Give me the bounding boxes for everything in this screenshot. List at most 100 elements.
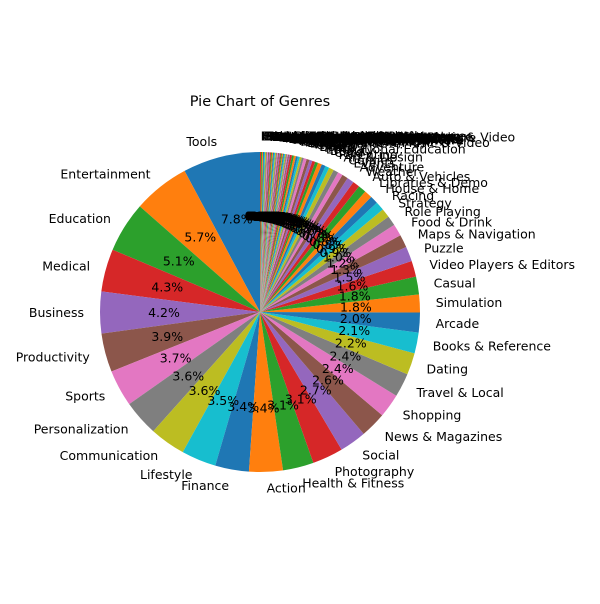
pie-category-label: Books & Reference	[433, 339, 552, 354]
pie-slice-travel-local	[260, 312, 408, 396]
pie-category-label: Entertainment	[60, 167, 150, 182]
pie-category-label: Role Playing;Action & Adventure	[264, 129, 466, 144]
pie-percent-label: 3.4%	[248, 400, 280, 415]
pie-percent-label: 5.1%	[163, 254, 195, 269]
pie-category-label: Comics	[348, 152, 393, 167]
pie-slice-casual	[260, 276, 420, 312]
pie-slice-simulation-action-adventure	[260, 153, 283, 312]
pie-category-label: Travel & Local	[416, 385, 504, 400]
pie-category-label: Sports	[65, 389, 105, 404]
pie-category-label: Board;Brain Games	[288, 131, 409, 146]
pie-category-label: Productivity	[16, 349, 91, 364]
pie-category-label: Food & Drink	[411, 214, 493, 229]
pie-category-label: Puzzle;Brain Games	[299, 133, 423, 148]
pie-category-label: Casual;Education	[263, 129, 371, 144]
pie-slice-casual-music-video	[260, 152, 273, 312]
pie-category-label: Parenting	[339, 147, 398, 162]
pie-category-label: Lifestyle	[140, 467, 193, 482]
pie-category-label: Shopping	[403, 408, 462, 423]
pie-percent-label: 0.1%	[247, 209, 279, 224]
pie-percent-label: 0.1%	[244, 209, 276, 224]
pie-percent-label: 0.8%	[305, 231, 337, 246]
pie-category-label: Finance	[181, 478, 229, 493]
pie-category-label: Racing;Action & Adventure	[285, 130, 453, 145]
pie-percent-label: 0.1%	[249, 209, 281, 224]
pie-category-label: Arcade;Pretend Play	[268, 129, 395, 144]
pie-category-label: Communication	[60, 448, 159, 463]
pie-slice-education-education	[260, 156, 298, 312]
pie-category-label: Beauty	[330, 143, 375, 158]
pie-percent-label: 0.1%	[261, 210, 293, 225]
pie-slice-events	[260, 174, 348, 312]
pie-category-label: Action	[267, 480, 306, 495]
pie-slice-board	[260, 160, 316, 312]
pie-slice-entertainment-music-video	[260, 157, 304, 312]
pie-percent-label: 2.2%	[335, 336, 367, 351]
pie-slice-board-brain-games	[260, 153, 287, 312]
pie-percent-label: 0.5%	[290, 220, 322, 235]
pie-percent-label: 4.3%	[151, 279, 183, 294]
pie-category-label: Casino	[316, 138, 358, 153]
pie-percent-label: 2.4%	[322, 361, 354, 376]
pie-percent-label: 0.4%	[285, 217, 317, 232]
pie-slice-medical	[101, 249, 260, 312]
pie-percent-label: 0.2%	[270, 212, 302, 227]
pie-percent-label: 1.5%	[334, 270, 366, 285]
pie-percent-label: 0.7%	[298, 225, 330, 240]
pie-percent-label: 0.1%	[258, 210, 290, 225]
pie-percent-label: 0.1%	[246, 209, 278, 224]
pie-category-label: Entertainment;Creativity	[272, 129, 427, 144]
pie-slice-role-playing-pretend-play	[260, 153, 282, 312]
pie-slice-education-creativity	[260, 153, 281, 312]
pie-category-label: Music;Music & Video	[269, 129, 397, 144]
pie-slice-finance	[215, 312, 260, 472]
pie-slice-lifestyle	[182, 312, 260, 466]
pie-percent-label: 0.5%	[292, 222, 324, 237]
pie-category-label: Casual;Action & Adventure	[296, 132, 464, 147]
pie-percent-label: 0.7%	[302, 228, 334, 243]
pie-slice-puzzle	[260, 246, 412, 312]
pie-category-label: Events	[354, 155, 396, 170]
pie-slices	[99, 151, 421, 473]
pie-slice-libraries-demo	[260, 191, 372, 312]
pie-slice-casual-action-adventure	[260, 155, 294, 312]
pie-slice-adventure	[260, 178, 354, 312]
pie-category-label: Word	[313, 137, 345, 152]
chart-title: Pie Chart of Genres	[190, 94, 331, 110]
pie-category-label: Casual;Brain Games	[287, 131, 414, 146]
pie-slice-health-fitness-education	[260, 151, 262, 312]
pie-category-label: Puzzle	[424, 241, 464, 256]
pie-percent-label: 1.8%	[340, 299, 372, 314]
pie-percent-label: 5.7%	[184, 229, 216, 244]
pie-category-label: Strategy	[398, 196, 452, 211]
pie-slice-action-action-adventure	[260, 153, 285, 312]
pie-percent-label: 0.1%	[246, 209, 278, 224]
pie-category-label: Health & Fitness	[302, 475, 404, 490]
pie-slice-social	[260, 312, 364, 450]
pie-slice-educational-brain-games	[260, 152, 263, 312]
pie-percent-label: 0.1%	[257, 209, 289, 224]
pie-slice-puzzle-brain-games	[260, 155, 296, 312]
pie-percent-label: 1.8%	[339, 289, 371, 304]
pie-slice-simulation	[260, 294, 421, 313]
pie-percent-label: 3.7%	[160, 350, 192, 365]
pie-category-label: Photography	[335, 464, 415, 479]
pie-percent-label: 1.0%	[323, 250, 355, 265]
pie-slice-casual-pretend-play	[260, 156, 300, 312]
pie-category-label: Entertainment;Brain Games	[289, 131, 464, 146]
pie-category-label: Art & Design	[344, 150, 423, 165]
pie-percent-label: 3.1%	[285, 392, 317, 407]
pie-slice-role-playing-action-adventure	[260, 152, 265, 312]
pie-slice-photography	[260, 312, 342, 463]
pie-percent-label: 0.1%	[255, 209, 287, 224]
pie-category-label: Video Players & Editors	[429, 257, 575, 272]
pie-category-label: Simulation	[436, 295, 503, 310]
pie-slice-educational-education	[260, 162, 322, 312]
pie-slice-music	[260, 157, 302, 312]
pie-slice-educational-action-adventure	[260, 152, 274, 312]
pie-category-label: Trivia	[321, 140, 355, 155]
pie-percent-label: 0.1%	[262, 210, 294, 225]
pie-category-label: Education;Pretend Play	[291, 131, 436, 146]
pie-percent-label: 0.4%	[280, 216, 312, 231]
pie-percent-labels: 7.8% 5.7% 5.1% 4.3% 4.2% 3.9% 3.7% 3.6%3.6%3.5%…	[148, 209, 372, 416]
